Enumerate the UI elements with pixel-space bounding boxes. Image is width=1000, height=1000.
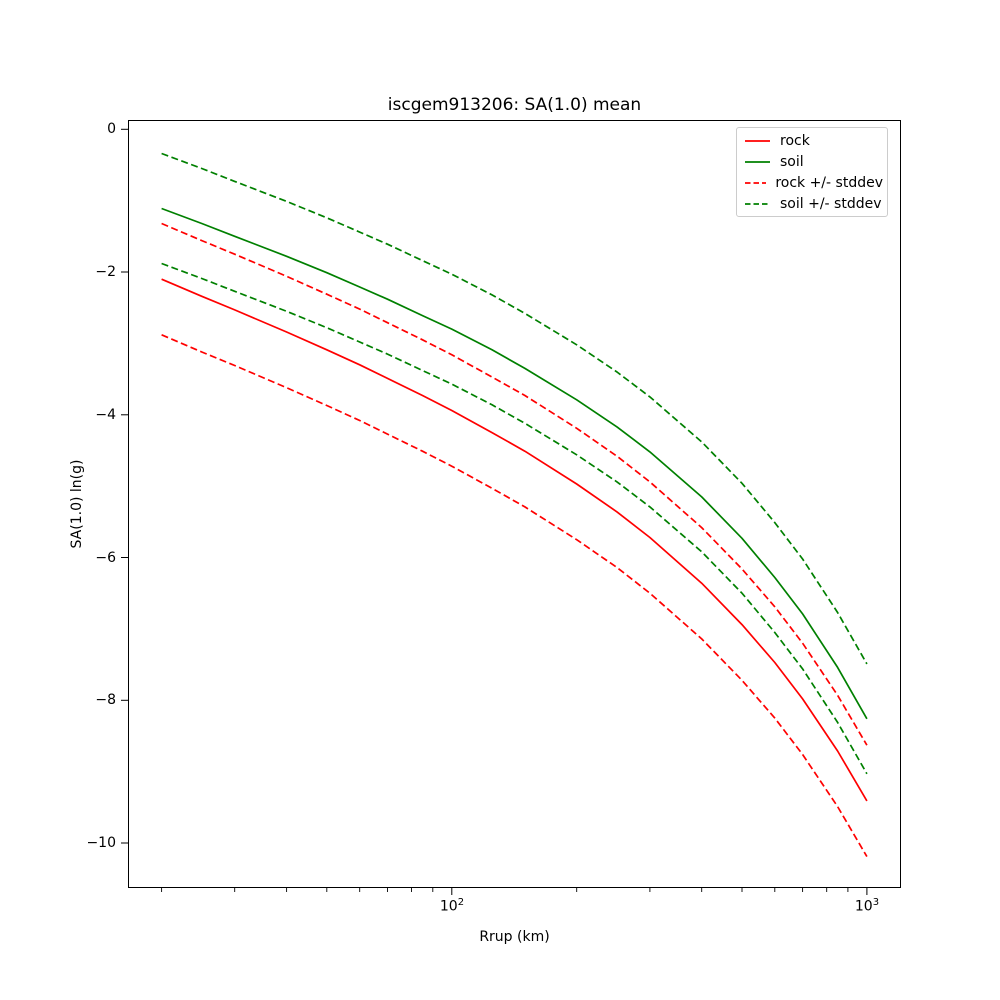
y-tick-label: −6	[95, 550, 116, 566]
y-tick-label: −10	[86, 835, 116, 851]
x-tick-label: 103	[854, 897, 880, 915]
x-axis-label: Rrup (km)	[479, 929, 550, 945]
y-tick-label: 0	[107, 121, 116, 137]
x-tick-label: 102	[439, 897, 465, 915]
series-rock	[161, 278, 868, 802]
y-tick-label: −8	[95, 692, 116, 708]
solid-line-icon	[745, 160, 770, 163]
dashed-line-icon	[745, 202, 770, 205]
legend-label: rock	[780, 132, 810, 149]
y-tick-label: −4	[95, 407, 116, 423]
series-soil-plus-stddev	[161, 152, 868, 665]
series-soil	[161, 207, 868, 720]
series-rock-minus-stddev	[161, 334, 868, 858]
y-axis-label: SA(1.0) ln(g)	[69, 459, 85, 549]
legend-label: soil +/- stddev	[780, 195, 882, 212]
solid-line-icon	[745, 139, 770, 142]
legend-label: soil	[780, 153, 804, 170]
axes-frame	[128, 120, 901, 888]
legend-entry: rock	[744, 130, 883, 151]
legend-box: rock soil rock +/- stddev soil +/- stddev	[736, 127, 888, 217]
legend-entry: soil	[744, 151, 883, 172]
legend-label: rock +/- stddev	[775, 174, 883, 191]
chart-title: iscgem913206: SA(1.0) mean	[387, 95, 642, 115]
y-tick-label: −2	[95, 264, 116, 280]
dashed-line-icon	[745, 181, 767, 184]
legend-entry: rock +/- stddev	[744, 172, 883, 193]
series-soil-minus-stddev	[161, 262, 868, 775]
legend-entry: soil +/- stddev	[744, 193, 883, 214]
series-rock-plus-stddev	[161, 222, 868, 746]
